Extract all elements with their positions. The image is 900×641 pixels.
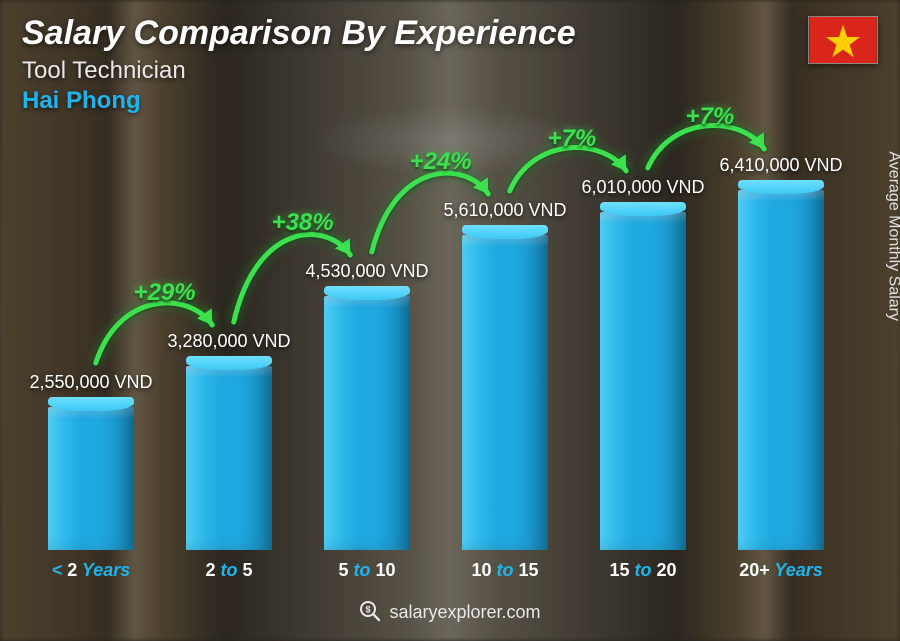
delta-badge: +7% xyxy=(646,97,695,125)
footer-site: salaryexplorer.com xyxy=(389,602,540,622)
bar-group: 5,610,000 VND10 to 15 xyxy=(436,200,574,581)
footer: $ salaryexplorer.com xyxy=(0,600,900,627)
x-axis-label: < 2 Years xyxy=(52,560,131,581)
page-title: Salary Comparison By Experience xyxy=(22,14,878,53)
delta-badge: +29% xyxy=(94,273,156,301)
bar-wrap xyxy=(298,296,436,550)
delta-value: +24% xyxy=(410,148,472,176)
bar-wrap xyxy=(436,235,574,550)
bar-group: 4,530,000 VND5 to 10 xyxy=(298,261,436,581)
bar-group: 3,280,000 VND2 to 5 xyxy=(160,331,298,581)
x-axis-label: 20+ Years xyxy=(739,560,823,581)
bar-wrap xyxy=(574,212,712,550)
bar-wrap xyxy=(712,190,850,550)
bar xyxy=(462,235,548,550)
y-axis-label: Average Monthly Salary xyxy=(885,151,900,321)
bar xyxy=(738,190,824,550)
bar xyxy=(324,296,410,550)
x-axis-label: 15 to 20 xyxy=(609,560,676,581)
bar-group: 6,410,000 VND20+ Years xyxy=(712,155,850,581)
bar xyxy=(48,407,134,550)
bar-group: 6,010,000 VND15 to 20 xyxy=(574,177,712,581)
bar-value-label: 2,550,000 VND xyxy=(29,372,152,393)
bar xyxy=(600,212,686,550)
bar-wrap xyxy=(22,407,160,550)
svg-text:$: $ xyxy=(366,605,371,615)
bar-group: 2,550,000 VND < 2 Years xyxy=(22,372,160,581)
x-axis-label: 2 to 5 xyxy=(205,560,252,581)
x-axis-label: 10 to 15 xyxy=(471,560,538,581)
magnifier-currency-icon: $ xyxy=(359,600,381,627)
bar-chart: 2,550,000 VND < 2 Years 3,280,000 VND2 to … xyxy=(22,140,850,581)
bar xyxy=(186,366,272,550)
delta-value: +7% xyxy=(686,103,735,131)
delta-badge: +38% xyxy=(232,203,294,231)
delta-badge: +7% xyxy=(508,119,557,147)
job-title: Tool Technician xyxy=(22,57,878,85)
bar-wrap xyxy=(160,366,298,550)
delta-value: +29% xyxy=(134,279,196,307)
country-flag-vietnam xyxy=(808,16,878,64)
delta-value: +38% xyxy=(272,209,334,237)
delta-badge: +24% xyxy=(370,142,432,170)
delta-value: +7% xyxy=(548,125,597,153)
x-axis-label: 5 to 10 xyxy=(338,560,395,581)
